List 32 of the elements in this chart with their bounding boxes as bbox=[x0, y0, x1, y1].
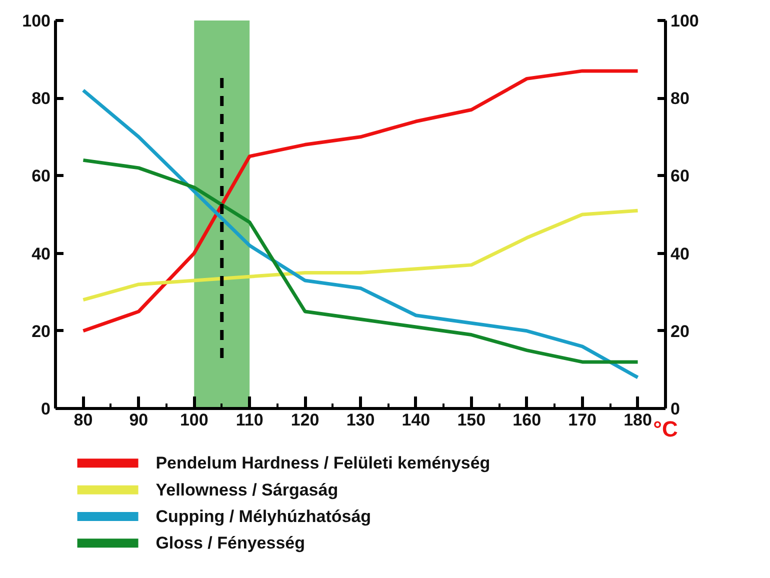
legend-label: Yellowness / Sárgaság bbox=[156, 480, 338, 500]
y-tick-label: 20 bbox=[32, 322, 51, 341]
legend-label: Cupping / Mélyhúzhatóság bbox=[156, 507, 372, 526]
y2-tick-label: 100 bbox=[670, 12, 699, 30]
line-series bbox=[81, 208, 640, 302]
x-tick-label: 180 bbox=[624, 410, 652, 430]
x-tick-label: 90 bbox=[129, 410, 148, 430]
x-tick-label: 160 bbox=[512, 410, 542, 430]
y-tick-label: 0 bbox=[41, 400, 51, 418]
x-tick-label: 100 bbox=[180, 410, 208, 430]
x-tick-label: 170 bbox=[568, 410, 597, 430]
x-tick-label: 130 bbox=[346, 410, 375, 430]
x-tick-label: 110 bbox=[236, 410, 264, 430]
line-series bbox=[81, 158, 640, 364]
y-tick-label: 40 bbox=[32, 244, 51, 264]
y-tick-label: 80 bbox=[32, 89, 51, 108]
y2-tick-label: 40 bbox=[670, 244, 690, 264]
y2-tick-label: 20 bbox=[670, 322, 690, 341]
y2-tick-label: 0 bbox=[670, 400, 680, 418]
x-tick-label: 120 bbox=[290, 410, 320, 430]
line-series bbox=[81, 69, 640, 333]
line-series bbox=[81, 88, 640, 380]
x-tick-label: 80 bbox=[74, 410, 93, 430]
y2-tick-label: 60 bbox=[670, 166, 690, 186]
legend-label: Gloss / Fényesség bbox=[156, 534, 306, 553]
x-tick-label: 140 bbox=[402, 410, 430, 430]
legend-label: Pendelum Hardness / Felületi keménység bbox=[156, 454, 490, 473]
x-axis-title: °C bbox=[653, 416, 678, 442]
y2-tick-label: 80 bbox=[670, 89, 690, 108]
x-tick-label: 150 bbox=[457, 410, 486, 430]
y-tick-label: 60 bbox=[32, 166, 51, 186]
y-tick-label: 100 bbox=[22, 12, 51, 30]
